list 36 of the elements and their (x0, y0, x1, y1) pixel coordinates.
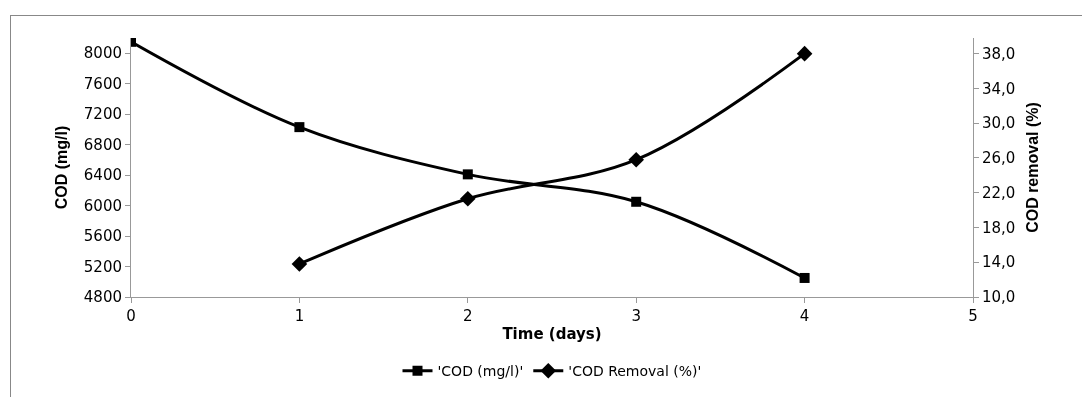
x-tick-label: 4 (799, 307, 810, 325)
point (799, 272, 810, 283)
y-tick-label: 6800 (83, 135, 122, 154)
y-tick-label: 6000 (83, 196, 122, 215)
x-tick-label: 2 (463, 307, 473, 325)
y-tick-label: 8000 (83, 44, 122, 63)
point (294, 122, 305, 133)
y-tick-label: 6400 (83, 166, 122, 185)
legend-label: 'COD (mg/l)' (437, 363, 524, 380)
point (460, 190, 476, 207)
y-tick-label: 5600 (83, 227, 122, 246)
y-tick-label: 7200 (83, 105, 122, 124)
point (628, 151, 644, 168)
y2-tick-label: 22,0 (982, 183, 1016, 202)
y2-tick-label: 38,0 (982, 44, 1016, 63)
point (631, 196, 642, 207)
y-tick-label: 4800 (83, 288, 122, 307)
x-tick-label: 0 (126, 307, 136, 325)
x-tick-label: 1 (294, 307, 305, 325)
y2-tick-label: 10,0 (982, 288, 1016, 307)
y2-tick-label: 30,0 (982, 114, 1016, 133)
y2-tick-label: 18,0 (982, 218, 1016, 237)
y2-tick-label: 34,0 (982, 79, 1016, 98)
point (291, 256, 308, 272)
legend-label: 'COD Removal (%)' (568, 363, 702, 380)
x-tick-label: 3 (631, 307, 641, 325)
y2-tick-label: 26,0 (982, 149, 1016, 168)
y2-tick-label: 14,0 (982, 253, 1016, 272)
point (796, 45, 813, 62)
x-tick-label: 5 (968, 307, 978, 325)
y-tick-label: 7600 (83, 74, 122, 93)
y-tick-label: 5200 (83, 257, 122, 276)
y2-axis-title: COD removal (%) (1024, 102, 1042, 233)
y-axis-title: COD (mg/l) (52, 125, 70, 210)
point (462, 169, 473, 180)
x-axis-title: Time (days) (502, 325, 602, 343)
